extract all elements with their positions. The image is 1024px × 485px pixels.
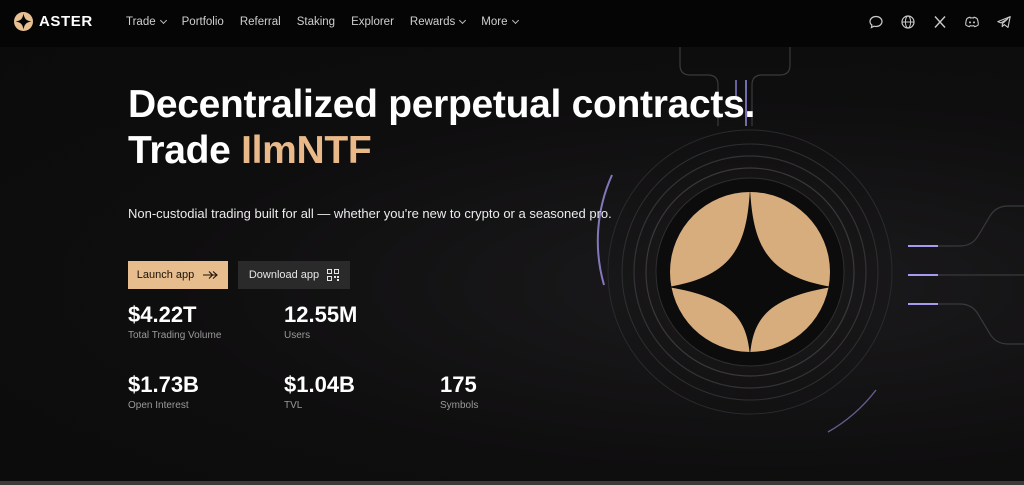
stat-value: 175 [440,372,477,397]
brand-name: ASTER [39,13,93,30]
telegram-icon[interactable] [996,14,1012,30]
main-menu: Trade Portfolio Referral Staking Explore… [126,16,519,28]
nav-item-label: Portfolio [181,16,224,28]
chat-bubble-icon[interactable] [868,14,884,30]
stat-symbols: 175 Symbols [440,372,478,411]
nav-item-label: Staking [296,16,336,28]
top-navbar: ASTER Trade Portfolio Referral Staking E… [0,0,1024,47]
nav-item-referral[interactable]: Referral [240,16,281,28]
nav-item-more[interactable]: More [481,16,519,28]
stat-value: $1.73B [128,372,199,397]
chevron-down-icon [459,16,467,25]
nav-item-label: Rewards [409,16,456,28]
download-app-button[interactable]: Download app [238,261,350,289]
hero-subtitle: Non-custodial trading built for all — wh… [128,206,612,221]
chevron-down-icon [511,16,519,25]
stat-total-trading-volume: $4.22T Total Trading Volume [128,302,221,341]
stat-label: Total Trading Volume [128,330,222,341]
discord-icon[interactable] [964,14,980,30]
stat-tvl: $1.04B TVL [284,372,355,411]
hero-headline: Decentralized perpetual contracts. Trade… [128,82,755,174]
stat-label: Symbols [440,400,479,411]
download-app-label: Download app [248,269,320,281]
nav-item-label: More [481,16,508,28]
stat-open-interest: $1.73B Open Interest [128,372,199,411]
launch-app-button[interactable]: Launch app [128,261,228,289]
stat-label: Open Interest [128,400,189,411]
stat-label: TVL [284,400,303,411]
x-icon[interactable] [932,14,948,30]
stat-label: Users [284,330,311,341]
nav-item-explorer[interactable]: Explorer [351,16,394,28]
nav-item-rewards[interactable]: Rewards [409,16,467,28]
bottom-edge [0,481,1024,485]
nav-item-label: Explorer [351,16,394,28]
launch-app-label: Launch app [136,269,195,281]
stat-users: 12.55M Users [284,302,357,341]
nav-item-staking[interactable]: Staking [297,16,335,28]
social-links [868,14,1012,30]
nav-item-label: Referral [239,16,281,28]
stat-value: 12.55M [284,302,358,327]
aster-ring-graphic [596,47,1024,433]
stat-value: $4.22T [128,302,197,327]
qr-code-icon [327,269,340,281]
aster-logo-icon [14,12,33,31]
headline-accent: IlmNTF [241,129,372,172]
chevron-down-icon [159,16,167,25]
headline-line-1: Decentralized perpetual contracts. [128,83,755,126]
globe-icon[interactable] [900,14,916,30]
stat-value: $1.04B [284,372,355,397]
nav-item-trade[interactable]: Trade [126,16,167,28]
headline-line-2: Trade IlmNTF [128,128,755,174]
double-arrow-right-icon [203,271,219,279]
headline-prefix: Trade [128,129,242,172]
brand-logo[interactable]: ASTER [14,12,93,31]
nav-item-label: Trade [126,16,156,28]
nav-item-portfolio[interactable]: Portfolio [182,16,224,28]
